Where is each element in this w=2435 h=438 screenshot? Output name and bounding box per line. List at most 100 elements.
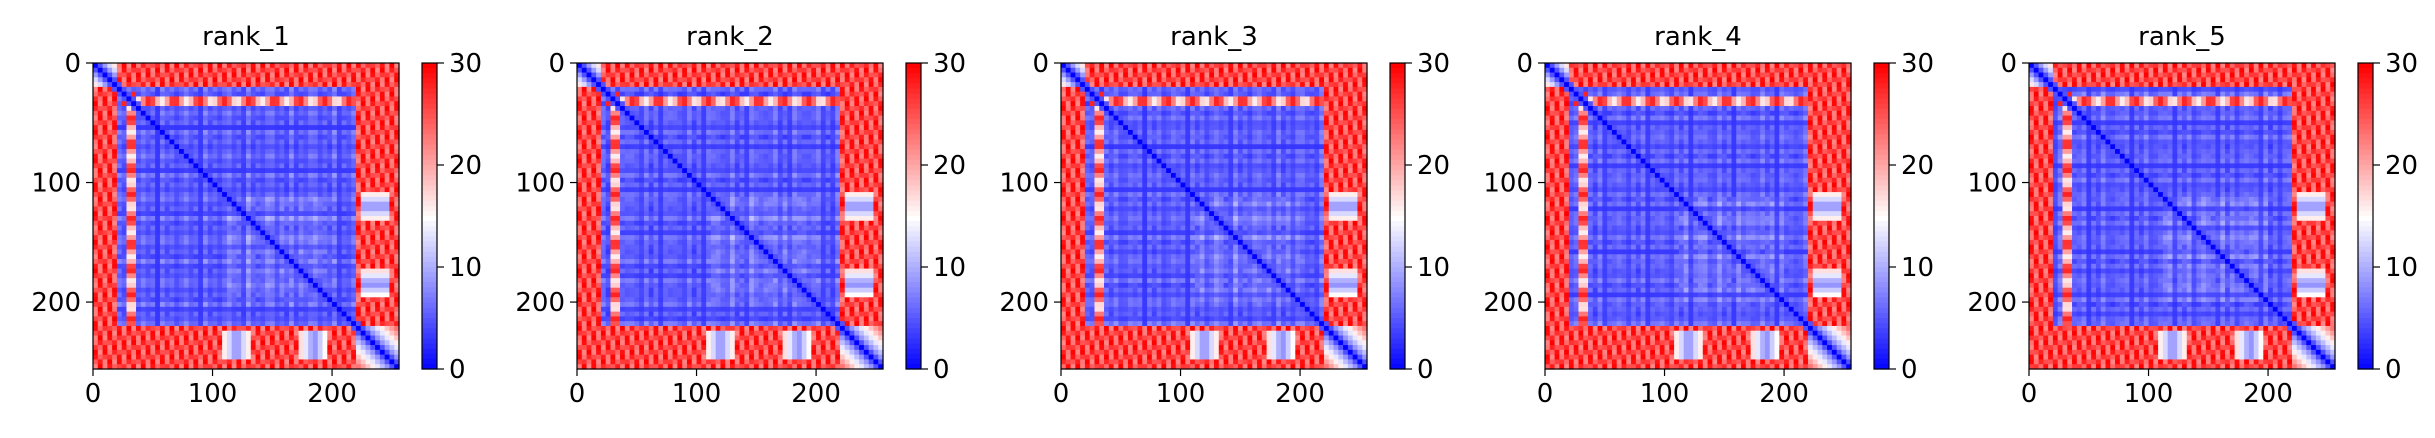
heatmap-cell [653, 106, 659, 112]
heatmap-cell [260, 91, 266, 98]
heatmap-cell [734, 120, 741, 126]
heatmap-cell [121, 91, 128, 98]
heatmap-cell [164, 172, 171, 179]
heatmap-cell [116, 158, 123, 165]
heatmap-cell [801, 72, 808, 78]
heatmap-cell [212, 72, 218, 78]
heatmap-cell [667, 110, 674, 117]
heatmap-cell [169, 201, 175, 208]
heatmap-cell [701, 63, 707, 69]
colorbar-tick-label: 20 [449, 151, 482, 181]
heatmap-cell [93, 129, 99, 136]
heatmap-cell [365, 77, 371, 83]
heatmap-cell [591, 86, 597, 93]
heatmap-cell [312, 172, 319, 179]
heatmap-cell [279, 139, 285, 145]
heatmap-cell [136, 340, 142, 346]
heatmap-cell [773, 86, 779, 93]
heatmap-cell [351, 120, 357, 126]
colorbar-step [422, 124, 437, 130]
heatmap-cell [744, 67, 750, 74]
colorbar-step [422, 236, 437, 243]
heatmap-cell [293, 196, 300, 203]
heatmap-cell [370, 96, 376, 102]
heatmap-cell [600, 96, 607, 102]
heatmap-cell [198, 220, 204, 227]
heatmap-cell [159, 82, 166, 88]
colorbar-step [422, 318, 437, 324]
heatmap-cell [648, 77, 655, 83]
heatmap-cell [202, 192, 209, 198]
heatmap-cell [241, 354, 247, 361]
heatmap-cell [873, 86, 879, 93]
heatmap-cell [198, 187, 204, 193]
heatmap-cell [351, 268, 357, 274]
heatmap-cell [198, 120, 204, 126]
heatmap-cell [269, 168, 276, 174]
heatmap-cell [150, 302, 156, 308]
heatmap-cell [734, 67, 741, 74]
heatmap-cell [188, 297, 195, 303]
heatmap-cell [260, 120, 266, 126]
heatmap-cell [696, 101, 702, 107]
heatmap-cell [246, 359, 252, 365]
heatmap-cell [260, 259, 266, 265]
heatmap-cell [116, 91, 123, 98]
heatmap-cell [116, 287, 123, 294]
heatmap-cell [145, 172, 151, 179]
heatmap-cell [379, 134, 386, 141]
heatmap-cell [312, 77, 319, 83]
heatmap-cell [207, 302, 214, 308]
heatmap-cell [150, 67, 156, 74]
heatmap-cell [183, 77, 190, 83]
heatmap-cell [212, 349, 218, 356]
heatmap-cell [577, 86, 583, 93]
heatmap-cell [112, 77, 118, 83]
heatmap-cell [93, 106, 99, 112]
heatmap-cell [706, 82, 712, 88]
heatmap-cell [384, 196, 391, 203]
heatmap-cell [336, 211, 343, 217]
heatmap-cell [183, 263, 190, 270]
heatmap-cell [164, 335, 171, 341]
heatmap-cell [159, 335, 166, 341]
heatmap-cell [351, 158, 357, 165]
heatmap-cell [274, 273, 281, 279]
heatmap-cell [226, 110, 233, 117]
heatmap-cell [289, 225, 295, 231]
heatmap-cell [260, 144, 266, 150]
heatmap-cell [116, 149, 123, 155]
heatmap-cell [624, 77, 631, 83]
heatmap-cell [159, 153, 166, 160]
heatmap-cell [150, 306, 156, 313]
heatmap-cell [150, 134, 156, 141]
heatmap-cell [241, 144, 247, 150]
heatmap-cell [279, 345, 285, 351]
heatmap-cell [222, 192, 228, 198]
heatmap-cell [839, 82, 846, 88]
heatmap-cell [97, 144, 104, 150]
heatmap-cell [355, 153, 362, 160]
heatmap-cell [136, 364, 142, 370]
heatmap-cell [293, 225, 300, 231]
heatmap-cell [236, 115, 242, 121]
heatmap-cell [317, 359, 324, 365]
heatmap-cell [624, 82, 631, 88]
heatmap-cell [136, 211, 142, 217]
heatmap-cell [126, 106, 132, 112]
heatmap-cell [102, 216, 108, 222]
heatmap-cell [183, 115, 190, 121]
heatmap-cell [384, 153, 391, 160]
heatmap-cell [198, 63, 204, 69]
heatmap-cell [730, 120, 736, 126]
heatmap-cell [136, 77, 142, 83]
heatmap-cell [312, 163, 319, 169]
heatmap-cell [868, 77, 875, 83]
heatmap-cell [293, 134, 300, 141]
heatmap-cell [596, 72, 602, 78]
heatmap-cell [155, 144, 161, 150]
heatmap-cell [121, 263, 128, 270]
heatmap-cell [121, 158, 128, 165]
colorbar-tick-label: 0 [449, 355, 466, 385]
heatmap-cell [131, 77, 137, 83]
